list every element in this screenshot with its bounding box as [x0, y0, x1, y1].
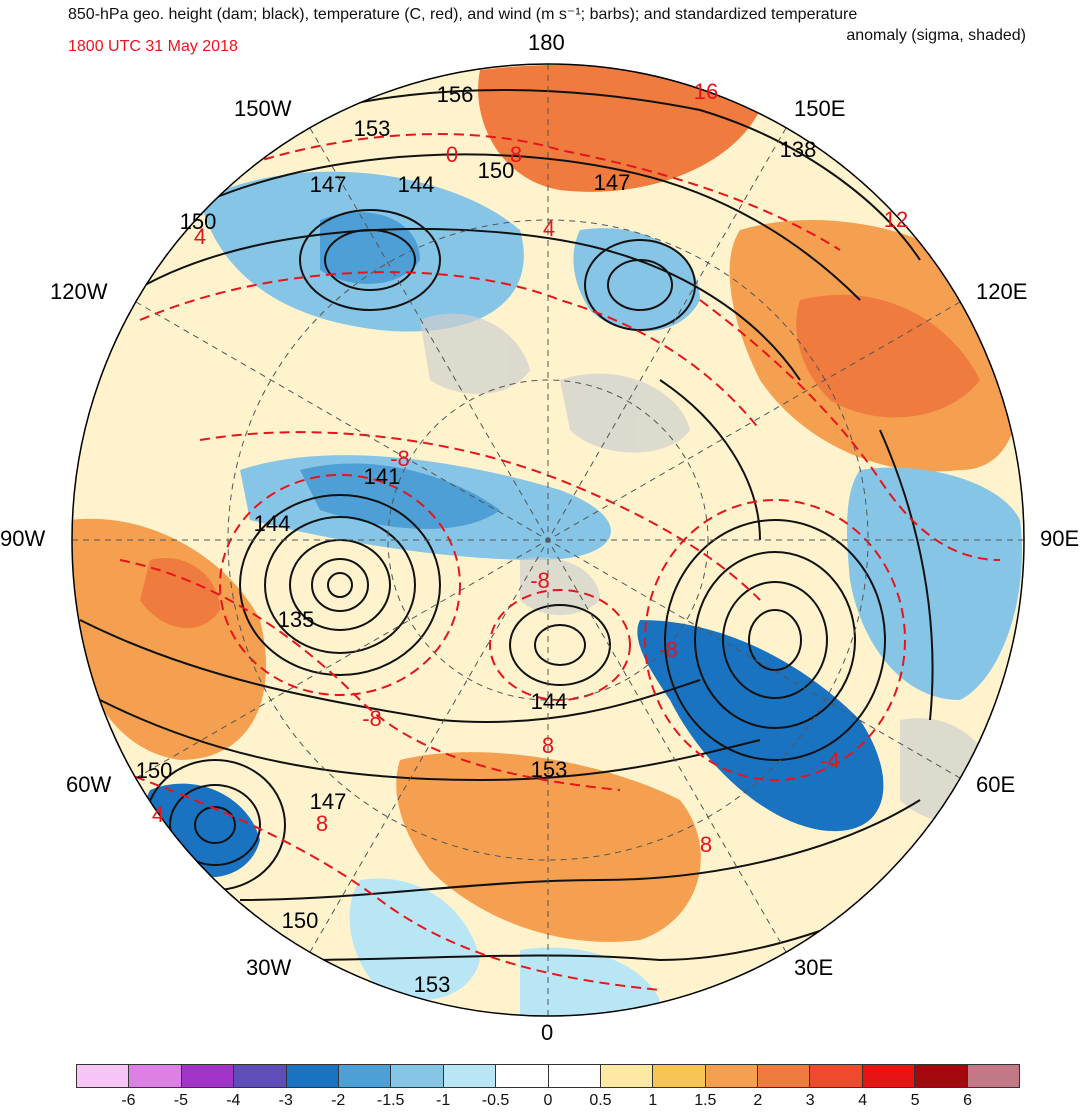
lon-label-120e: 120E	[976, 279, 1028, 304]
colorbar-tick-label: -1.5	[376, 1092, 405, 1109]
height-label: 150	[136, 758, 173, 783]
colorbar-swatch	[705, 1065, 759, 1087]
colorbar-swatch	[548, 1065, 601, 1087]
colorbar-swatch	[862, 1065, 916, 1087]
colorbar-tick-label: 0.5	[589, 1092, 612, 1109]
colorbar-swatch	[915, 1065, 968, 1087]
height-label: 141	[364, 464, 401, 489]
temp-label: 0	[446, 142, 458, 167]
lon-label-60e: 60E	[976, 772, 1016, 797]
colorbar-tick-label: -4	[226, 1092, 241, 1109]
grid-lines	[72, 64, 1024, 1016]
lon-label-150w: 150W	[234, 96, 292, 121]
height-label: 147	[310, 172, 347, 197]
height-contours	[79, 89, 941, 962]
colorbar-tick-label: -5	[173, 1092, 188, 1109]
temp-label: 8	[316, 811, 328, 836]
colorbar-swatch	[653, 1065, 706, 1087]
temp-label: -4	[820, 748, 840, 773]
height-label: 144	[531, 689, 568, 714]
colorbar-tick-label: 1	[648, 1092, 658, 1109]
colorbar-swatch	[234, 1065, 287, 1087]
lon-label-90e: 90E	[1040, 526, 1080, 551]
height-label: 147	[310, 789, 347, 814]
lon-label-30w: 30W	[246, 955, 292, 980]
colorbar-swatch	[391, 1065, 444, 1087]
temp-label: 16	[694, 79, 718, 104]
temp-label: 4	[194, 224, 206, 249]
valid-time: 1800 UTC 31 May 2018	[68, 38, 238, 55]
colorbar-swatch	[181, 1065, 235, 1087]
temp-label: 8	[510, 142, 522, 167]
colorbar-swatch	[286, 1065, 339, 1087]
colorbar-swatch	[600, 1065, 654, 1087]
colorbar-tick-label: 4	[858, 1092, 868, 1109]
temp-label: -8	[390, 446, 410, 471]
temp-label: 8	[542, 733, 554, 758]
colorbar-swatch	[77, 1065, 130, 1087]
temperature-contours	[89, 133, 1001, 991]
colorbar-tick-label: 0	[543, 1092, 553, 1109]
colorbar-swatch	[443, 1065, 497, 1087]
colorbar-tick-label: 1.5	[694, 1092, 717, 1109]
lon-label-180: 180	[528, 30, 565, 55]
temp-label: 4	[152, 802, 164, 827]
height-label: 150	[180, 209, 217, 234]
temp-label: -8	[362, 706, 382, 731]
chart-title: 850-hPa geo. height (dam; black), temper…	[68, 6, 858, 23]
colorbar-swatch	[810, 1065, 863, 1087]
lon-label-60w: 60W	[66, 772, 112, 797]
lon-label-30e: 30E	[794, 955, 834, 980]
height-label: 150	[282, 908, 319, 933]
temp-label: -8	[658, 637, 678, 662]
temp-label: 4	[543, 216, 555, 241]
temp-label: 12	[884, 207, 908, 232]
height-label: 153	[354, 116, 391, 141]
lon-label-0: 0	[541, 1020, 554, 1045]
polar-stereographic-map: 156 153 150 147 144 150 147 138 141 144 …	[71, 63, 1025, 1017]
colorbar-swatch	[967, 1065, 1020, 1087]
colorbar-tick-label: -0.5	[481, 1092, 510, 1109]
colorbar-tick-label: 3	[805, 1092, 815, 1109]
land-mask	[420, 313, 1000, 822]
colorbar-swatch	[758, 1065, 811, 1087]
height-label: 135	[278, 607, 315, 632]
colorbar-tick-label: -1	[435, 1092, 451, 1109]
map-border	[71, 63, 1025, 1017]
height-label: 144	[398, 172, 435, 197]
lon-label-150e: 150E	[794, 96, 846, 121]
colorbar-tick-label: -6	[121, 1092, 136, 1109]
height-label: 156	[437, 82, 474, 107]
temp-label: -8	[530, 568, 550, 593]
chart-title-continued: anomaly (sigma, shaded)	[846, 27, 1026, 44]
height-label: 144	[254, 511, 291, 536]
colorbar-swatch	[496, 1065, 549, 1087]
colorbar	[76, 1064, 1020, 1088]
temp-label: 8	[700, 832, 712, 857]
colorbar-tick-label: 6	[963, 1092, 972, 1109]
colorbar-tick-label: -2	[331, 1092, 346, 1109]
colorbar-swatch	[129, 1065, 182, 1087]
height-label: 138	[780, 137, 817, 162]
colorbar-swatch	[338, 1065, 392, 1087]
anomaly-shading	[72, 64, 1024, 1016]
colorbar-tick-label: 5	[910, 1092, 920, 1109]
height-label: 153	[414, 972, 451, 997]
colorbar-tick-label: 2	[753, 1092, 763, 1109]
height-labels: 156 153 150 147 144 150 147 138 141 144 …	[136, 82, 817, 997]
height-label: 147	[594, 170, 631, 195]
lon-label-90w: 90W	[0, 526, 46, 551]
height-label: 153	[531, 757, 568, 782]
colorbar-labels: -6 -5 -4 -3 -2 -1.5 -1 -0.5 0 0.5 1 1.5 2 3 4 5 6	[76, 1092, 1020, 1112]
colorbar-tick-label: -3	[278, 1092, 293, 1109]
lon-label-120w: 120W	[50, 279, 108, 304]
height-label: 150	[478, 158, 515, 183]
temperature-labels: 16 0 8 4 4 12 -8 -8 -8 -8 8 -4 8 4 8	[152, 79, 908, 857]
